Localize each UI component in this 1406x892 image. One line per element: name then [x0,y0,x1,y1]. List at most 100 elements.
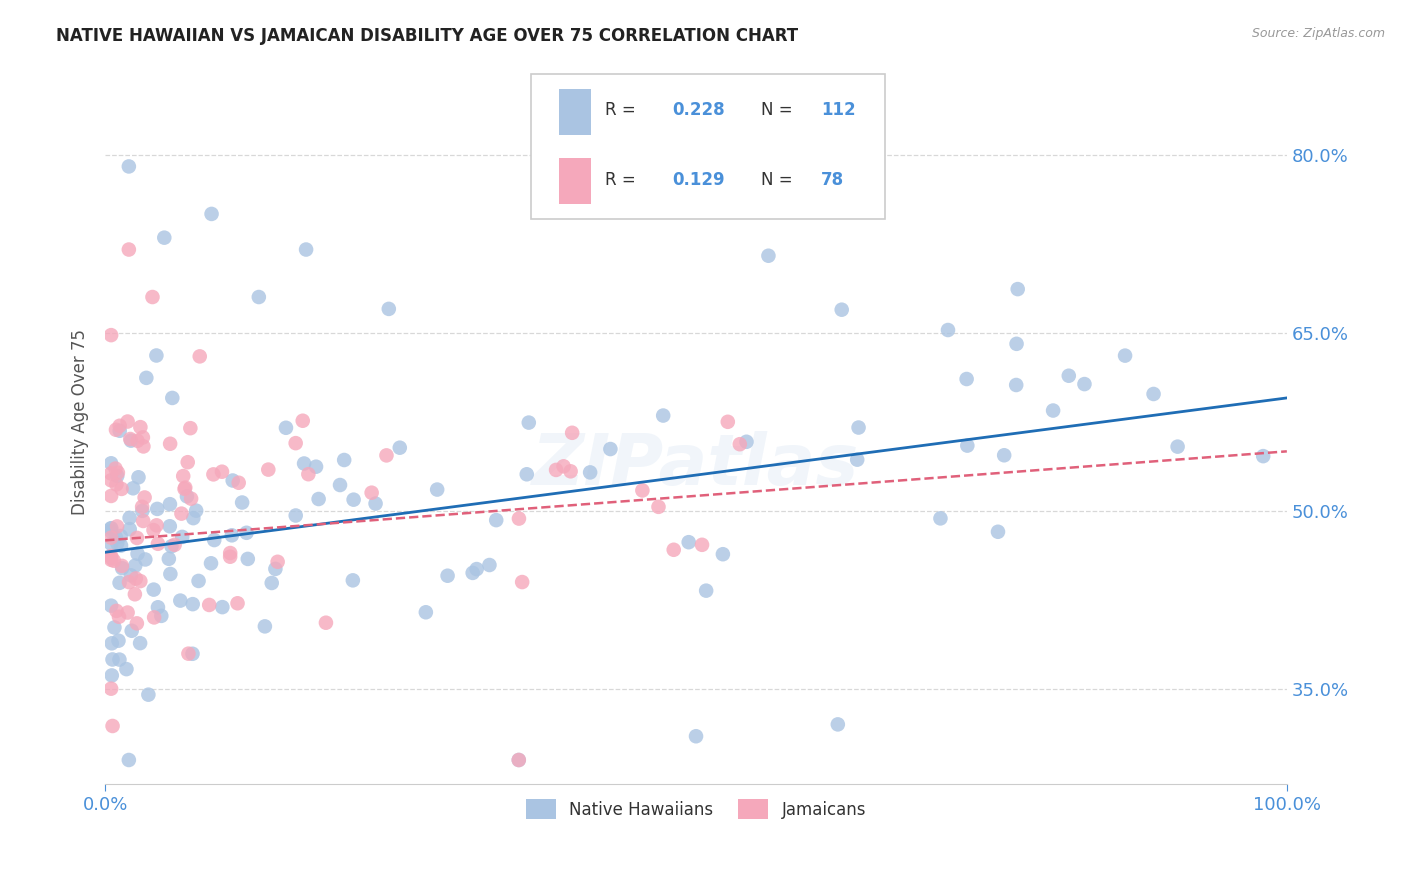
Point [364,497,387,511]
Point [388,441,411,455]
Text: ZIPatlas: ZIPatlas [533,431,859,500]
Point [211,465,233,479]
Point [1167,440,1189,454]
Point [735,434,758,449]
Point [129,574,152,588]
Point [100,467,122,481]
Point [1005,336,1028,351]
Point [146,600,169,615]
Point [127,547,149,561]
Point [132,439,155,453]
Point [200,207,222,221]
Point [100,531,122,545]
Point [685,729,707,743]
Point [231,495,253,509]
Point [485,513,508,527]
Point [728,437,751,451]
Text: NATIVE HAWAIIAN VS JAMAICAN DISABILITY AGE OVER 75 CORRELATION CHART: NATIVE HAWAIIAN VS JAMAICAN DISABILITY A… [56,27,799,45]
Point [125,616,148,631]
Point [118,753,141,767]
Point [415,605,437,619]
Point [260,576,283,591]
Point [516,467,538,482]
Text: Source: ZipAtlas.com: Source: ZipAtlas.com [1251,27,1385,40]
Point [115,662,138,676]
Point [125,531,148,545]
Point [936,323,959,337]
Point [1005,378,1028,392]
Point [478,558,501,572]
Point [956,439,979,453]
Point [132,430,155,444]
Point [110,539,132,553]
Point [517,416,540,430]
Point [159,566,181,581]
Point [510,575,533,590]
Point [1251,449,1274,463]
Point [131,504,153,518]
Point [118,522,141,536]
Point [508,511,530,525]
Point [172,469,194,483]
Point [100,549,122,563]
Point [187,574,209,588]
Point [219,549,242,564]
Point [1114,349,1136,363]
Point [111,561,134,575]
Point [108,609,131,624]
Point [181,597,204,611]
Point [108,424,131,438]
Point [553,459,575,474]
Point [1073,377,1095,392]
Point [378,301,401,316]
Point [375,449,398,463]
Point [108,418,131,433]
Point [124,587,146,601]
Point [159,436,181,450]
Point [247,290,270,304]
Point [758,249,780,263]
Point [129,636,152,650]
Point [174,481,197,495]
Point [177,647,200,661]
Point [253,619,276,633]
Point [141,290,163,304]
Point [142,523,165,537]
Point [284,436,307,450]
Point [103,620,125,634]
Point [202,533,225,547]
Point [162,391,184,405]
Point [134,552,156,566]
Point [186,503,208,517]
Point [342,574,364,588]
Point [198,598,221,612]
Point [120,568,142,582]
Point [118,575,141,590]
Point [110,482,132,496]
Point [138,688,160,702]
Point [1007,282,1029,296]
Point [170,507,193,521]
Point [145,518,167,533]
Point [105,604,128,618]
Point [132,514,155,528]
Point [236,552,259,566]
Point [105,469,128,483]
Point [172,530,194,544]
Point [177,455,200,469]
Point [1042,403,1064,417]
Point [176,489,198,503]
Point [508,753,530,767]
Point [329,478,352,492]
Point [848,420,870,434]
Point [108,652,131,666]
Point [104,530,127,544]
Point [100,456,122,470]
Point [100,522,122,536]
Point [100,521,122,535]
Point [333,453,356,467]
Point [120,434,142,448]
Point [179,421,201,435]
Point [221,528,243,542]
Point [107,633,129,648]
